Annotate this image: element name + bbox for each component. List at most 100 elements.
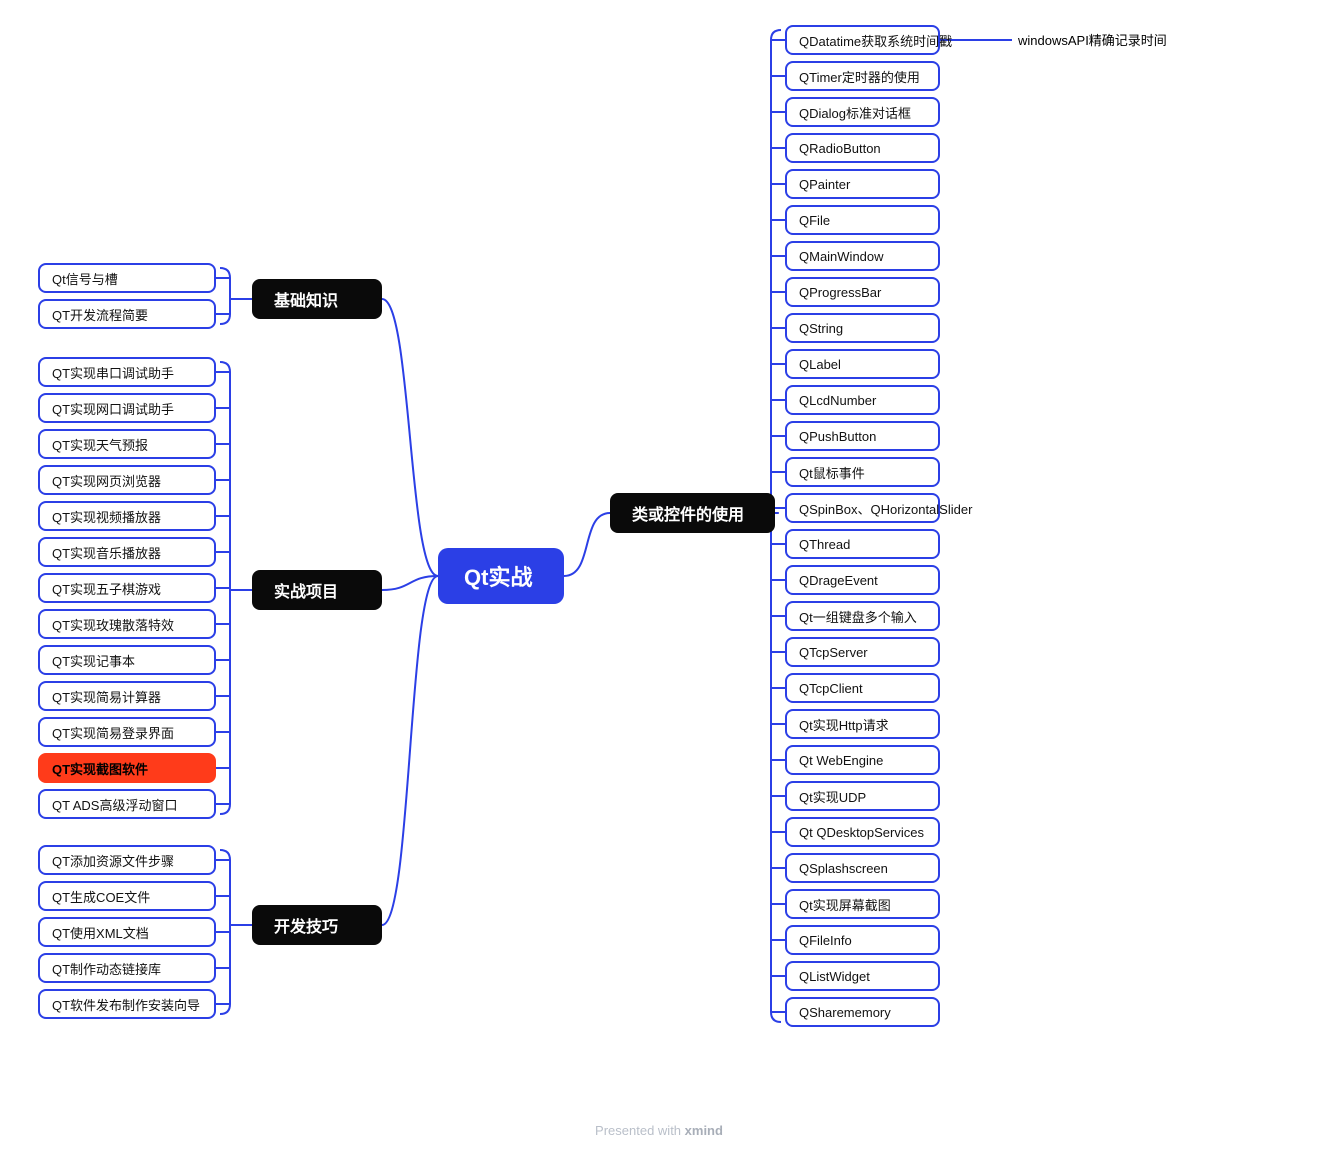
leaf-projects-0-label: QT实现串口调试助手 [52, 363, 174, 382]
leaf-classes-15[interactable]: QDrageEvent [785, 565, 940, 595]
leaf-classes-6-label: QMainWindow [799, 249, 884, 264]
leaf-projects-3-label: QT实现网页浏览器 [52, 471, 161, 490]
leaf-classes-0-child[interactable]: windowsAPI精确记录时间 [1018, 30, 1167, 49]
leaf-classes-24[interactable]: Qt实现屏幕截图 [785, 889, 940, 919]
leaf-classes-0-label: QDatatime获取系统时间戳 [799, 31, 952, 50]
leaf-projects-7-label: QT实现玫瑰散落特效 [52, 615, 174, 634]
leaf-projects-7[interactable]: QT实现玫瑰散落特效 [38, 609, 216, 639]
leaf-classes-22[interactable]: Qt QDesktopServices [785, 817, 940, 847]
leaf-projects-12[interactable]: QT ADS高级浮动窗口 [38, 789, 216, 819]
leaf-classes-26[interactable]: QListWidget [785, 961, 940, 991]
leaf-classes-27-label: QSharememory [799, 1005, 891, 1020]
category-classes-label: 类或控件的使用 [632, 501, 744, 525]
leaf-classes-14-label: QThread [799, 537, 850, 552]
leaf-classes-7[interactable]: QProgressBar [785, 277, 940, 307]
leaf-classes-18[interactable]: QTcpClient [785, 673, 940, 703]
leaf-projects-6[interactable]: QT实现五子棋游戏 [38, 573, 216, 603]
leaf-classes-26-label: QListWidget [799, 969, 870, 984]
leaf-classes-9[interactable]: QLabel [785, 349, 940, 379]
leaf-classes-3-label: QRadioButton [799, 141, 881, 156]
root-node[interactable]: Qt实战 [438, 548, 564, 604]
leaf-classes-19-label: Qt实现Http请求 [799, 715, 889, 734]
leaf-classes-18-label: QTcpClient [799, 681, 863, 696]
leaf-classes-24-label: Qt实现屏幕截图 [799, 895, 891, 914]
leaf-classes-10[interactable]: QLcdNumber [785, 385, 940, 415]
leaf-classes-17[interactable]: QTcpServer [785, 637, 940, 667]
leaf-projects-9[interactable]: QT实现简易计算器 [38, 681, 216, 711]
leaf-classes-27[interactable]: QSharememory [785, 997, 940, 1027]
leaf-classes-11-label: QPushButton [799, 429, 876, 444]
leaf-projects-1[interactable]: QT实现网口调试助手 [38, 393, 216, 423]
leaf-tips-1[interactable]: QT生成COE文件 [38, 881, 216, 911]
leaf-basics-0-label: Qt信号与槽 [52, 269, 118, 288]
leaf-projects-2[interactable]: QT实现天气预报 [38, 429, 216, 459]
leaf-classes-1[interactable]: QTimer定时器的使用 [785, 61, 940, 91]
leaf-basics-1-label: QT开发流程简要 [52, 305, 148, 324]
leaf-classes-20-label: Qt WebEngine [799, 753, 883, 768]
leaf-projects-5[interactable]: QT实现音乐播放器 [38, 537, 216, 567]
leaf-tips-2[interactable]: QT使用XML文档 [38, 917, 216, 947]
category-classes[interactable]: 类或控件的使用 [610, 493, 775, 533]
leaf-classes-21[interactable]: Qt实现UDP [785, 781, 940, 811]
leaf-classes-3[interactable]: QRadioButton [785, 133, 940, 163]
leaf-projects-4-label: QT实现视频播放器 [52, 507, 161, 526]
leaf-classes-12[interactable]: Qt鼠标事件 [785, 457, 940, 487]
leaf-classes-16[interactable]: Qt一组键盘多个输入 [785, 601, 940, 631]
footer-brand: xmind [685, 1123, 723, 1138]
leaf-classes-4[interactable]: QPainter [785, 169, 940, 199]
leaf-classes-11[interactable]: QPushButton [785, 421, 940, 451]
leaf-tips-2-label: QT使用XML文档 [52, 923, 149, 942]
leaf-projects-12-label: QT ADS高级浮动窗口 [52, 795, 177, 814]
category-tips-label: 开发技巧 [274, 913, 338, 937]
leaf-classes-5[interactable]: QFile [785, 205, 940, 235]
leaf-tips-3-label: QT制作动态链接库 [52, 959, 161, 978]
leaf-classes-17-label: QTcpServer [799, 645, 868, 660]
leaf-classes-25-label: QFileInfo [799, 933, 852, 948]
leaf-classes-23-label: QSplashscreen [799, 861, 888, 876]
leaf-projects-11[interactable]: QT实现截图软件 [38, 753, 216, 783]
leaf-projects-6-label: QT实现五子棋游戏 [52, 579, 161, 598]
leaf-classes-2[interactable]: QDialog标准对话框 [785, 97, 940, 127]
leaf-classes-6[interactable]: QMainWindow [785, 241, 940, 271]
leaf-projects-10[interactable]: QT实现简易登录界面 [38, 717, 216, 747]
leaf-basics-0[interactable]: Qt信号与槽 [38, 263, 216, 293]
category-basics[interactable]: 基础知识 [252, 279, 382, 319]
leaf-classes-22-label: Qt QDesktopServices [799, 825, 924, 840]
leaf-projects-11-label: QT实现截图软件 [52, 759, 148, 778]
root-node-label: Qt实战 [464, 560, 532, 592]
leaf-tips-4[interactable]: QT软件发布制作安装向导 [38, 989, 216, 1019]
leaf-tips-3[interactable]: QT制作动态链接库 [38, 953, 216, 983]
leaf-classes-9-label: QLabel [799, 357, 841, 372]
leaf-projects-4[interactable]: QT实现视频播放器 [38, 501, 216, 531]
leaf-tips-0[interactable]: QT添加资源文件步骤 [38, 845, 216, 875]
leaf-classes-13[interactable]: QSpinBox、QHorizontalSlider [785, 493, 940, 523]
category-projects[interactable]: 实战项目 [252, 570, 382, 610]
leaf-projects-3[interactable]: QT实现网页浏览器 [38, 465, 216, 495]
leaf-projects-10-label: QT实现简易登录界面 [52, 723, 174, 742]
leaf-projects-1-label: QT实现网口调试助手 [52, 399, 174, 418]
leaf-projects-0[interactable]: QT实现串口调试助手 [38, 357, 216, 387]
leaf-classes-7-label: QProgressBar [799, 285, 881, 300]
leaf-projects-8[interactable]: QT实现记事本 [38, 645, 216, 675]
leaf-classes-4-label: QPainter [799, 177, 850, 192]
leaf-classes-14[interactable]: QThread [785, 529, 940, 559]
leaf-classes-13-label: QSpinBox、QHorizontalSlider [799, 499, 972, 518]
leaf-basics-1[interactable]: QT开发流程简要 [38, 299, 216, 329]
leaf-tips-0-label: QT添加资源文件步骤 [52, 851, 174, 870]
leaf-classes-20[interactable]: Qt WebEngine [785, 745, 940, 775]
leaf-classes-0[interactable]: QDatatime获取系统时间戳 [785, 25, 940, 55]
leaf-classes-21-label: Qt实现UDP [799, 787, 866, 806]
leaf-projects-9-label: QT实现简易计算器 [52, 687, 161, 706]
leaf-classes-8[interactable]: QString [785, 313, 940, 343]
footer: Presented with xmind [0, 1123, 1318, 1138]
leaf-classes-25[interactable]: QFileInfo [785, 925, 940, 955]
leaf-tips-4-label: QT软件发布制作安装向导 [52, 995, 200, 1014]
leaf-classes-23[interactable]: QSplashscreen [785, 853, 940, 883]
leaf-classes-2-label: QDialog标准对话框 [799, 103, 911, 122]
leaf-classes-19[interactable]: Qt实现Http请求 [785, 709, 940, 739]
leaf-classes-0-child-label: windowsAPI精确记录时间 [1018, 33, 1167, 48]
leaf-classes-16-label: Qt一组键盘多个输入 [799, 607, 917, 626]
category-projects-label: 实战项目 [274, 578, 338, 602]
category-tips[interactable]: 开发技巧 [252, 905, 382, 945]
leaf-classes-12-label: Qt鼠标事件 [799, 463, 865, 482]
